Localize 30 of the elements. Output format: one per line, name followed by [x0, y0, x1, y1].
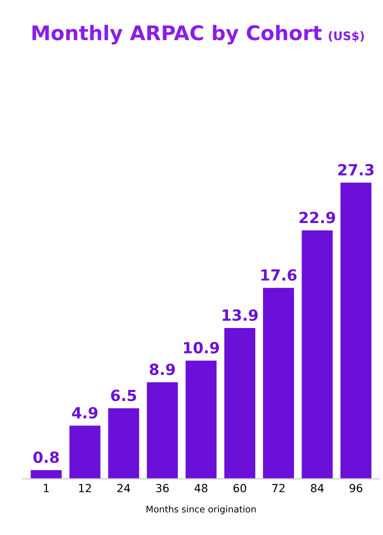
data-label: 4.9	[72, 407, 98, 419]
x-tick-label: 60	[234, 484, 246, 492]
data-label: 8.9	[150, 364, 175, 376]
data-label: 6.5	[111, 390, 136, 402]
data-label: 17.6	[261, 269, 297, 281]
x-tick-label: 12	[79, 484, 91, 492]
bar	[263, 288, 294, 479]
x-tick-label: 24	[117, 484, 130, 492]
bar	[30, 470, 62, 479]
bar	[302, 230, 333, 479]
data-label: 27.3	[338, 164, 374, 176]
bar	[224, 328, 256, 479]
x-tick-label: 96	[350, 484, 362, 492]
x-tick-label: 1	[44, 484, 49, 492]
bar	[340, 182, 372, 479]
data-label: 0.8	[33, 451, 59, 464]
data-label: 22.9	[300, 212, 336, 224]
x-tick-label: 36	[156, 484, 169, 492]
x-tick-label: 48	[194, 484, 208, 492]
chart-subtitle: (US$)	[328, 31, 364, 42]
bar	[186, 360, 217, 479]
chart-title: Monthly ARPAC by Cohort	[32, 24, 322, 44]
x-tick-label: 84	[310, 484, 324, 492]
x-axis-title: Months since origination	[146, 506, 256, 514]
data-label: 10.9	[184, 342, 219, 354]
x-tick-label: 72	[272, 484, 284, 492]
bar	[69, 426, 100, 479]
bar	[146, 382, 178, 479]
data-label: 13.9	[222, 309, 258, 321]
bar	[108, 408, 140, 479]
